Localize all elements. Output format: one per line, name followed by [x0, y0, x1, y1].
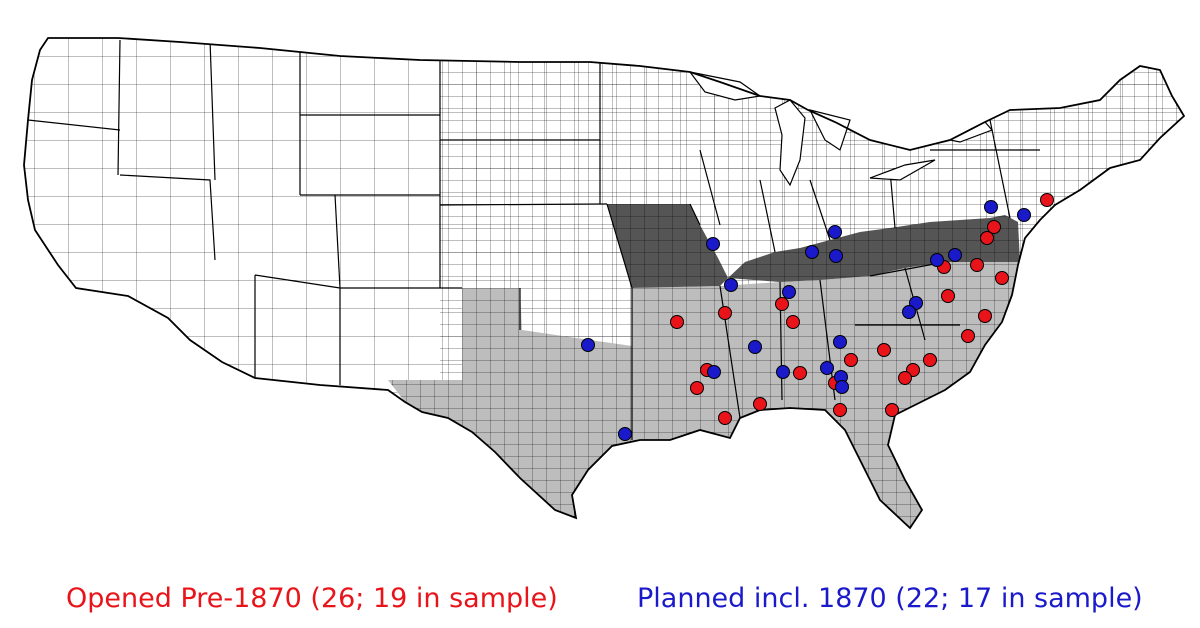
- planned-marker: [581, 338, 595, 352]
- planned-marker: [829, 249, 843, 263]
- planned-marker: [902, 305, 916, 319]
- opened-marker: [753, 397, 767, 411]
- opened-marker: [898, 371, 912, 385]
- planned-marker: [782, 285, 796, 299]
- planned-marker: [776, 365, 790, 379]
- opened-marker: [793, 366, 807, 380]
- opened-marker: [786, 315, 800, 329]
- opened-marker: [1040, 193, 1054, 207]
- opened-marker: [970, 258, 984, 272]
- legend-planned-incl-1870: Planned incl. 1870 (22; 17 in sample): [637, 583, 1143, 614]
- opened-marker: [877, 343, 891, 357]
- opened-marker: [775, 297, 789, 311]
- us-county-map: [23, 37, 1185, 529]
- state-boundaries: [27, 39, 1040, 440]
- planned-marker: [835, 380, 849, 394]
- opened-marker: [885, 403, 899, 417]
- opened-marker: [980, 231, 994, 245]
- planned-marker: [618, 427, 632, 441]
- opened-marker: [718, 411, 732, 425]
- opened-marker: [844, 353, 858, 367]
- opened-pre-1870-markers: [670, 193, 1054, 425]
- opened-marker: [833, 403, 847, 417]
- planned-marker: [930, 253, 944, 267]
- opened-marker: [995, 271, 1009, 285]
- opened-marker: [670, 315, 684, 329]
- opened-marker: [941, 289, 955, 303]
- opened-marker: [718, 306, 732, 320]
- planned-marker: [948, 248, 962, 262]
- opened-marker: [978, 309, 992, 323]
- great-lakes: [688, 71, 994, 187]
- planned-marker: [706, 237, 720, 251]
- confederate-states-region: [388, 262, 1020, 528]
- legend-opened-pre-1870: Opened Pre-1870 (26; 19 in sample): [66, 583, 558, 614]
- planned-marker: [805, 245, 819, 259]
- opened-marker: [690, 381, 704, 395]
- planned-1870-markers: [581, 200, 1031, 441]
- opened-marker: [923, 353, 937, 367]
- planned-marker: [748, 340, 762, 354]
- planned-marker: [828, 225, 842, 239]
- planned-marker: [707, 365, 721, 379]
- opened-marker: [961, 329, 975, 343]
- planned-marker: [833, 335, 847, 349]
- opened-marker: [987, 220, 1001, 234]
- planned-marker: [1017, 208, 1031, 222]
- planned-marker: [820, 361, 834, 375]
- planned-marker: [984, 200, 998, 214]
- planned-marker: [724, 278, 738, 292]
